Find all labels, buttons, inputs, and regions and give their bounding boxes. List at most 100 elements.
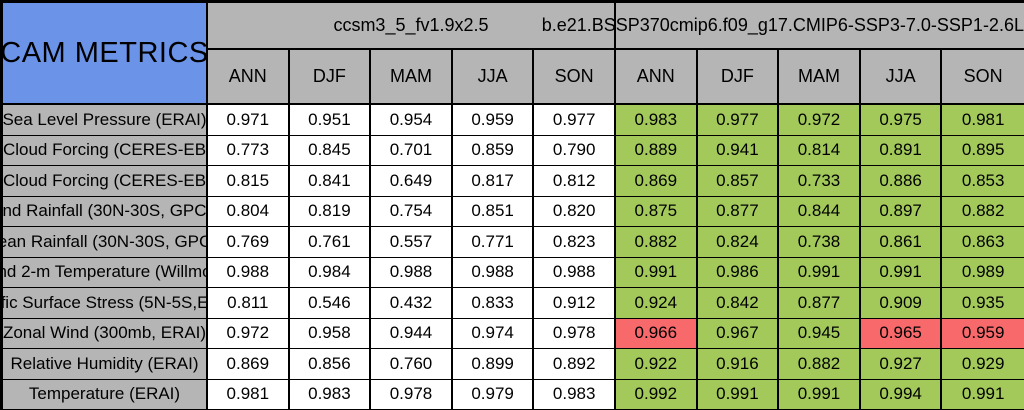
metric-value-model2: 0.814 (779, 135, 861, 166)
season-header-2-djf: DJF (697, 50, 780, 105)
season-header-2-son: SON (942, 50, 1024, 105)
metric-value-model2: 0.824 (697, 227, 780, 258)
metric-value-model2: 0.882 (779, 349, 861, 380)
metric-value-model1: 0.856 (289, 349, 372, 380)
metric-value-model1: 0.769 (208, 227, 290, 258)
metric-value-model1: 0.819 (289, 196, 372, 227)
metric-value-model2: 0.842 (697, 288, 780, 319)
metric-value-model1: 0.649 (371, 166, 453, 197)
metric-value-model2: 0.991 (615, 257, 698, 288)
metric-value-model2: 0.886 (860, 166, 943, 197)
metric-value-model1: 0.979 (452, 379, 535, 410)
metric-value-model2: 0.909 (860, 288, 943, 319)
metric-value-model2: 0.966 (615, 318, 698, 349)
table-title: CAM METRICS (3, 36, 208, 69)
metric-value-model2: 0.922 (615, 349, 698, 380)
metric-value-model1: 0.959 (452, 105, 535, 136)
metric-value-model2: 0.929 (942, 349, 1024, 380)
metric-value-model2: 0.875 (615, 196, 698, 227)
metric-value-model1: 0.773 (208, 135, 290, 166)
row-label: ean Rainfall (30N-30S, GPC (3, 227, 208, 258)
metric-value-model1: 0.761 (289, 227, 372, 258)
metric-value-model2: 0.941 (697, 135, 780, 166)
metric-value-model2: 0.844 (779, 196, 861, 227)
metric-value-model2: 0.897 (860, 196, 943, 227)
metric-value-model2: 0.927 (860, 349, 943, 380)
metric-value-model2: 0.959 (942, 318, 1024, 349)
metric-value-model1: 0.701 (371, 135, 453, 166)
metric-value-model1: 0.912 (534, 288, 616, 319)
metric-value-model1: 0.971 (208, 105, 290, 136)
metric-value-model1: 0.771 (452, 227, 535, 258)
metric-value-model1: 0.944 (371, 318, 453, 349)
metric-value-model1: 0.951 (289, 105, 372, 136)
metric-value-model1: 0.812 (534, 166, 616, 197)
season-header-1-son: SON (534, 50, 616, 105)
model2-name: b.e21.BSSP370cmip6.f09_g17.CMIP6-SSP3-7.… (541, 15, 1024, 35)
metric-value-model1: 0.978 (371, 379, 453, 410)
metric-value-model1: 0.851 (452, 196, 535, 227)
metric-value-model2: 0.895 (942, 135, 1024, 166)
row-label: Cloud Forcing (CERES-EB (3, 135, 208, 166)
row-label: fic Surface Stress (5N-5S,E (3, 288, 208, 319)
season-header-2-ann: ANN (615, 50, 698, 105)
metric-value-model2: 0.967 (697, 318, 780, 349)
metric-value-model2: 0.861 (860, 227, 943, 258)
model2-name-header: b.e21.BSSP370cmip6.f09_g17.CMIP6-SSP3-7.… (542, 3, 1024, 50)
metric-value-model2: 0.965 (860, 318, 943, 349)
metric-value-model1: 0.988 (534, 257, 616, 288)
metric-value-model1: 0.954 (371, 105, 453, 136)
row-label: nd Rainfall (30N-30S, GPC (3, 196, 208, 227)
metric-value-model1: 0.977 (534, 105, 616, 136)
metric-value-model1: 0.958 (289, 318, 372, 349)
row-label: Relative Humidity (ERAI) (3, 349, 208, 380)
row-label: Sea Level Pressure (ERAI) (3, 105, 208, 136)
metric-value-model2: 0.891 (860, 135, 943, 166)
metric-value-model2: 0.977 (697, 105, 780, 136)
metric-value-model1: 0.988 (208, 257, 290, 288)
metric-value-model1: 0.983 (289, 379, 372, 410)
table-title-cell: CAM METRICS (3, 3, 208, 105)
metric-value-model2: 0.853 (942, 166, 1024, 197)
metric-value-model1: 0.899 (452, 349, 535, 380)
metric-value-model1: 0.988 (371, 257, 453, 288)
metric-value-model2: 0.991 (860, 257, 943, 288)
metric-value-model2: 0.991 (779, 379, 861, 410)
model1-name-header: ccsm3_5_fv1.9x2.5 (208, 3, 616, 50)
season-header-1-ann: ANN (208, 50, 290, 105)
metric-value-model1: 0.841 (289, 166, 372, 197)
metric-value-model2: 0.857 (697, 166, 780, 197)
metric-value-model1: 0.820 (534, 196, 616, 227)
season-header-1-djf: DJF (289, 50, 372, 105)
metric-value-model2: 0.975 (860, 105, 943, 136)
metric-value-model2: 0.986 (697, 257, 780, 288)
row-label: Cloud Forcing (CERES-EB (3, 166, 208, 197)
row-label: nd 2-m Temperature (Willmo (3, 257, 208, 288)
metric-value-model1: 0.978 (534, 318, 616, 349)
metric-value-model2: 0.924 (615, 288, 698, 319)
season-header-2-mam: MAM (779, 50, 861, 105)
metric-value-model2: 0.989 (942, 257, 1024, 288)
row-label: Zonal Wind (300mb, ERAI) (3, 318, 208, 349)
metric-value-model1: 0.988 (452, 257, 535, 288)
metric-value-model1: 0.432 (371, 288, 453, 319)
metric-value-model1: 0.981 (208, 379, 290, 410)
metric-value-model1: 0.869 (208, 349, 290, 380)
metric-value-model1: 0.815 (208, 166, 290, 197)
metric-value-model1: 0.817 (452, 166, 535, 197)
metric-value-model1: 0.823 (534, 227, 616, 258)
metric-value-model1: 0.984 (289, 257, 372, 288)
metric-value-model1: 0.546 (289, 288, 372, 319)
metric-value-model2: 0.882 (942, 196, 1024, 227)
season-header-2-jja: JJA (860, 50, 943, 105)
metric-value-model2: 0.877 (697, 196, 780, 227)
metric-value-model2: 0.983 (615, 105, 698, 136)
model1-name: ccsm3_5_fv1.9x2.5 (333, 15, 489, 35)
metric-value-model1: 0.804 (208, 196, 290, 227)
metric-value-model2: 0.916 (697, 349, 780, 380)
season-header-1-mam: MAM (371, 50, 453, 105)
metric-value-model1: 0.972 (208, 318, 290, 349)
metric-value-model2: 0.945 (779, 318, 861, 349)
metric-value-model2: 0.981 (942, 105, 1024, 136)
